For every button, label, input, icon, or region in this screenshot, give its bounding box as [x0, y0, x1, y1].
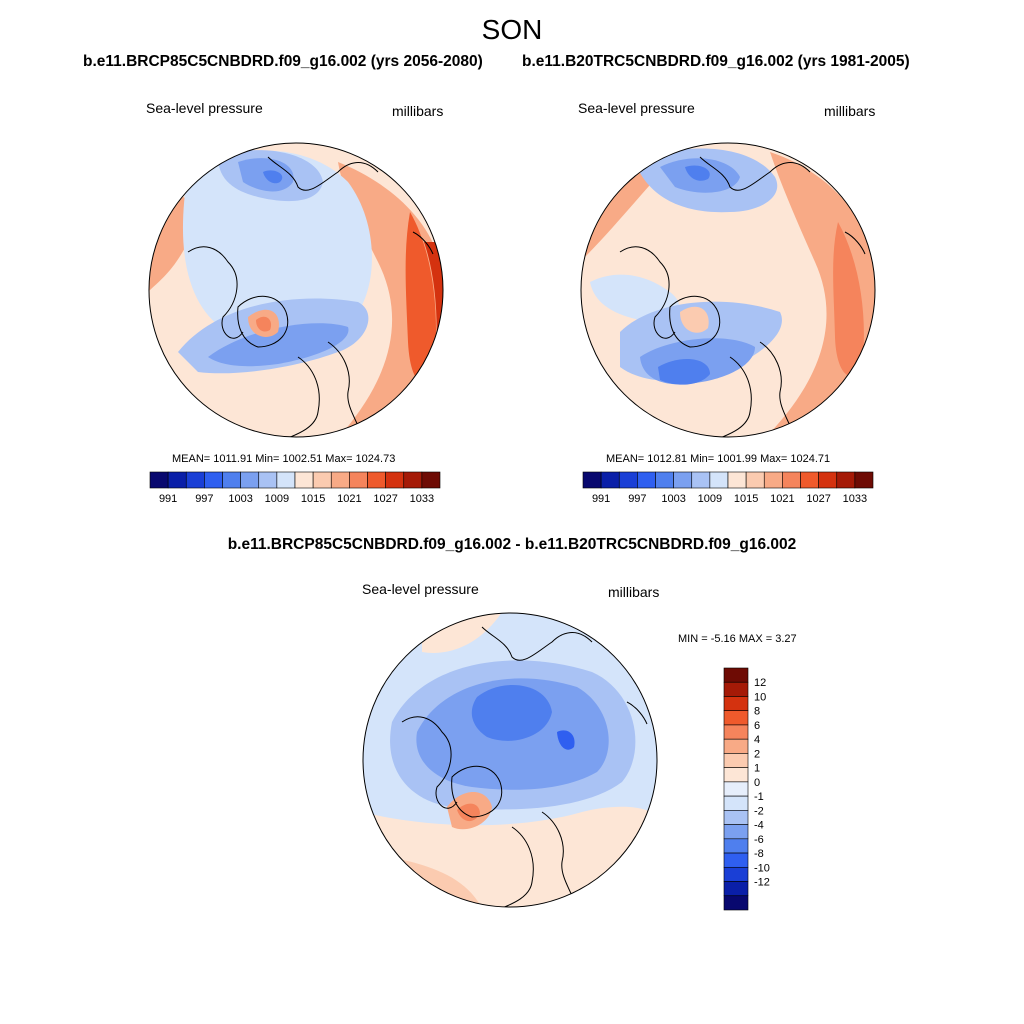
colorbar-swatch [723, 795, 749, 811]
diff-variable: Sea-level pressure [362, 581, 479, 597]
panel-a-variable: Sea-level pressure [146, 100, 263, 116]
colorbar-swatch [673, 471, 693, 489]
diff-title: b.e11.BRCP85C5CNBDRD.f09_g16.002 - b.e11… [227, 536, 797, 553]
colorbar-tick-label: 991 [592, 493, 610, 505]
colorbar-tick-label: -10 [754, 862, 770, 874]
colorbar-swatch [600, 471, 620, 489]
season-title: SON [481, 14, 543, 45]
colorbar-tick-label: 991 [159, 493, 177, 505]
colorbar-tick-label: -1 [754, 791, 764, 803]
colorbar-tick-label: -6 [754, 834, 764, 846]
colorbar-swatch [723, 866, 749, 882]
case-a-title: b.e11.BRCP85C5CNBDRD.f09_g16.002 (yrs 20… [83, 53, 483, 70]
colorbar-tick-label: -12 [754, 877, 770, 889]
colorbar-tick-label: 10 [754, 691, 766, 703]
diff-units: millibars [608, 584, 660, 600]
colorbar-swatch [167, 471, 187, 489]
panel-b-units: millibars [824, 103, 876, 119]
colorbar-swatch [655, 471, 674, 489]
colorbar-swatch [349, 471, 368, 489]
colorbar-tick-label: 2 [754, 748, 760, 760]
colorbar-swatch [723, 895, 749, 911]
colorbar-swatch [367, 471, 386, 489]
colorbar-tick-label: 1003 [228, 493, 252, 505]
colorbar-swatch [800, 471, 819, 489]
colorbar-swatch [185, 471, 205, 489]
colorbar-swatch [836, 471, 856, 489]
colorbar-swatch [723, 738, 749, 754]
colorbar-swatch [709, 471, 729, 489]
colorbar-swatch [723, 753, 749, 768]
colorbar-swatch [240, 471, 260, 489]
panel-a-units: millibars [392, 103, 444, 119]
polar-map-diff [362, 612, 658, 908]
colorbar-swatch [421, 471, 441, 489]
colorbar-swatch [782, 471, 801, 489]
colorbar-swatch [723, 881, 749, 897]
colorbar-swatch [312, 471, 332, 489]
case-b-title: b.e11.B20TRC5CNBDRD.f09_g16.002 (yrs 198… [522, 53, 910, 70]
colorbar-tick-label: 12 [754, 677, 766, 689]
colorbar-swatch [723, 852, 749, 868]
colorbar-tick-label: 1015 [734, 493, 758, 505]
colorbar-tick-label: 1009 [265, 493, 289, 505]
colorbar-swatch [723, 838, 749, 854]
colorbar-tick-label: 1033 [410, 493, 434, 505]
colorbar-tick-label: 1 [754, 763, 760, 775]
colorbar-tick-label: 0 [754, 777, 760, 789]
colorbar-tick-label: -4 [754, 820, 764, 832]
colorbar-tick-label: 1027 [806, 493, 830, 505]
colorbar-tick-label: -8 [754, 848, 764, 860]
colorbar-swatch [723, 781, 749, 797]
colorbar-swatch [582, 471, 602, 489]
colorbar-swatch [330, 471, 350, 489]
colorbar-swatch [723, 696, 749, 712]
colorbar-tick-label: 997 [628, 493, 646, 505]
polar-map-b [580, 142, 876, 438]
colorbar-a: 991 997 1003 1009 1015 1021 1027 1033 [149, 471, 441, 505]
colorbar-swatch [385, 471, 405, 489]
colorbar-swatch [149, 471, 169, 489]
colorbar-swatch [258, 471, 278, 489]
colorbar-tick-label: 997 [195, 493, 213, 505]
colorbar-swatch [818, 471, 838, 489]
colorbar-swatch [691, 471, 711, 489]
colorbar-swatch [745, 471, 765, 489]
panel-b-variable: Sea-level pressure [578, 100, 695, 116]
colorbar-tick-label: 8 [754, 706, 760, 718]
colorbar-swatch [222, 471, 241, 489]
colorbar-swatch [723, 824, 749, 840]
colorbar-tick-label: 1027 [373, 493, 397, 505]
diff-minmax: MIN = -5.16 MAX = 3.27 [678, 633, 797, 645]
colorbar-swatch [854, 471, 874, 489]
colorbar-tick-label: 1021 [770, 493, 794, 505]
colorbar-tick-label: 1033 [843, 493, 867, 505]
colorbar-swatch [727, 471, 747, 489]
colorbar-swatch [618, 471, 638, 489]
colorbar-swatch [723, 667, 749, 683]
colorbar-tick-label: 1009 [698, 493, 722, 505]
colorbar-tick-label: 1021 [337, 493, 361, 505]
colorbar-tick-label: 1015 [301, 493, 325, 505]
colorbar-swatch [723, 767, 749, 783]
colorbar-swatch [723, 724, 749, 740]
panel-b-stats: MEAN= 1012.81 Min= 1001.99 Max= 1024.71 [606, 453, 831, 465]
colorbar-swatch [723, 810, 749, 825]
colorbar-swatch [204, 471, 223, 489]
colorbar-swatch [637, 471, 656, 489]
colorbar-tick-label: 4 [754, 734, 760, 746]
colorbar-swatch [403, 471, 423, 489]
polar-map-a [148, 142, 444, 438]
colorbar-tick-label: 1003 [661, 493, 685, 505]
panel-a-stats: MEAN= 1011.91 Min= 1002.51 Max= 1024.73 [172, 453, 396, 465]
colorbar-swatch [294, 471, 314, 489]
colorbar-b: 991 997 1003 1009 1015 1021 1027 1033 [582, 471, 874, 505]
colorbar-tick-label: 6 [754, 720, 760, 732]
colorbar-tick-label: -2 [754, 805, 764, 817]
colorbar-swatch [723, 681, 749, 697]
colorbar-swatch [276, 471, 296, 489]
colorbar-swatch [763, 471, 783, 489]
colorbar-swatch [723, 710, 749, 726]
